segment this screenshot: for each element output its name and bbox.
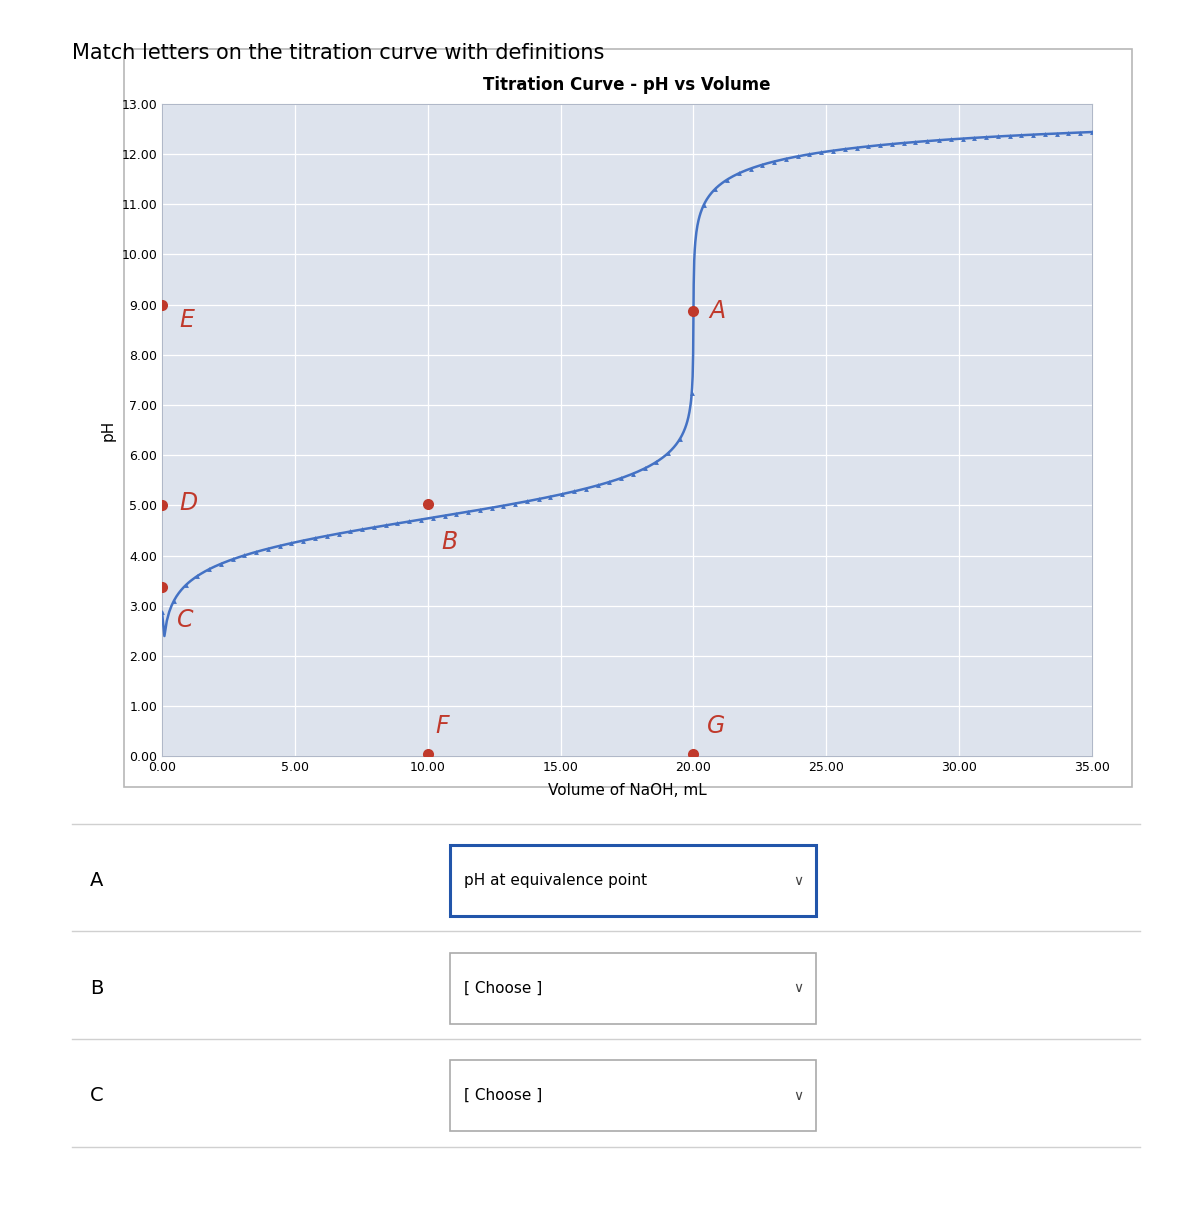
- Text: [ Choose ]: [ Choose ]: [464, 1088, 542, 1103]
- Text: A: A: [709, 299, 726, 323]
- Text: D: D: [179, 490, 198, 515]
- Text: B: B: [442, 529, 457, 554]
- Title: Titration Curve - pH vs Volume: Titration Curve - pH vs Volume: [484, 76, 770, 94]
- Text: ∨: ∨: [793, 1088, 803, 1103]
- Text: Match letters on the titration curve with definitions: Match letters on the titration curve wit…: [72, 43, 605, 62]
- Text: pH at equivalence point: pH at equivalence point: [464, 874, 648, 888]
- Text: B: B: [90, 978, 103, 998]
- Text: ∨: ∨: [793, 981, 803, 996]
- Text: C: C: [176, 608, 193, 632]
- Text: C: C: [90, 1086, 103, 1105]
- Text: F: F: [436, 714, 449, 738]
- Text: A: A: [90, 871, 103, 891]
- Text: E: E: [179, 307, 194, 332]
- Text: [ Choose ]: [ Choose ]: [464, 981, 542, 996]
- X-axis label: Volume of NaOH, mL: Volume of NaOH, mL: [547, 782, 707, 798]
- Text: ∨: ∨: [793, 874, 803, 888]
- Y-axis label: pH: pH: [101, 420, 115, 440]
- Text: G: G: [707, 714, 725, 738]
